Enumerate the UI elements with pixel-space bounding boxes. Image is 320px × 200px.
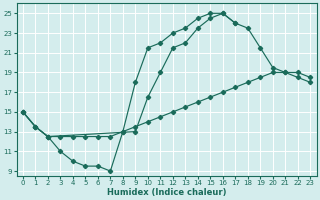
X-axis label: Humidex (Indice chaleur): Humidex (Indice chaleur) bbox=[107, 188, 226, 197]
